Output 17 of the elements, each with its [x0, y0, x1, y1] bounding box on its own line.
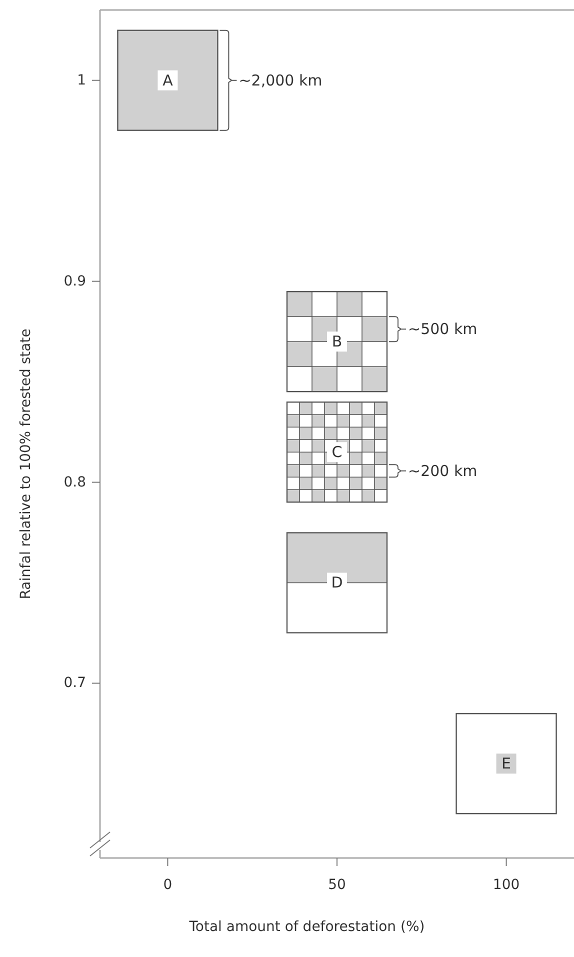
annotation: D — [331, 574, 343, 592]
annotation: ~200 km — [408, 462, 478, 480]
y-tick-label: 0.9 — [64, 273, 86, 290]
x-tick-label: 0 — [163, 877, 172, 893]
x-axis-title: Total amount of deforestation (%) — [188, 919, 425, 935]
annotation: B — [332, 332, 342, 351]
y-tick-label: 1 — [77, 72, 86, 88]
annotation: C — [332, 443, 342, 462]
annotation: ~500 km — [408, 320, 478, 338]
y-tick-label: 0.7 — [64, 675, 86, 692]
x-tick-label: 50 — [328, 877, 346, 893]
x-tick-label: 100 — [492, 877, 520, 893]
annotation: A — [162, 71, 174, 90]
y-axis-title: Rainfal relative to 100% forested state — [18, 328, 34, 600]
annotation: ~2,000 km — [238, 71, 322, 90]
annotation: E — [502, 754, 512, 773]
y-tick-label: 0.8 — [64, 474, 86, 490]
